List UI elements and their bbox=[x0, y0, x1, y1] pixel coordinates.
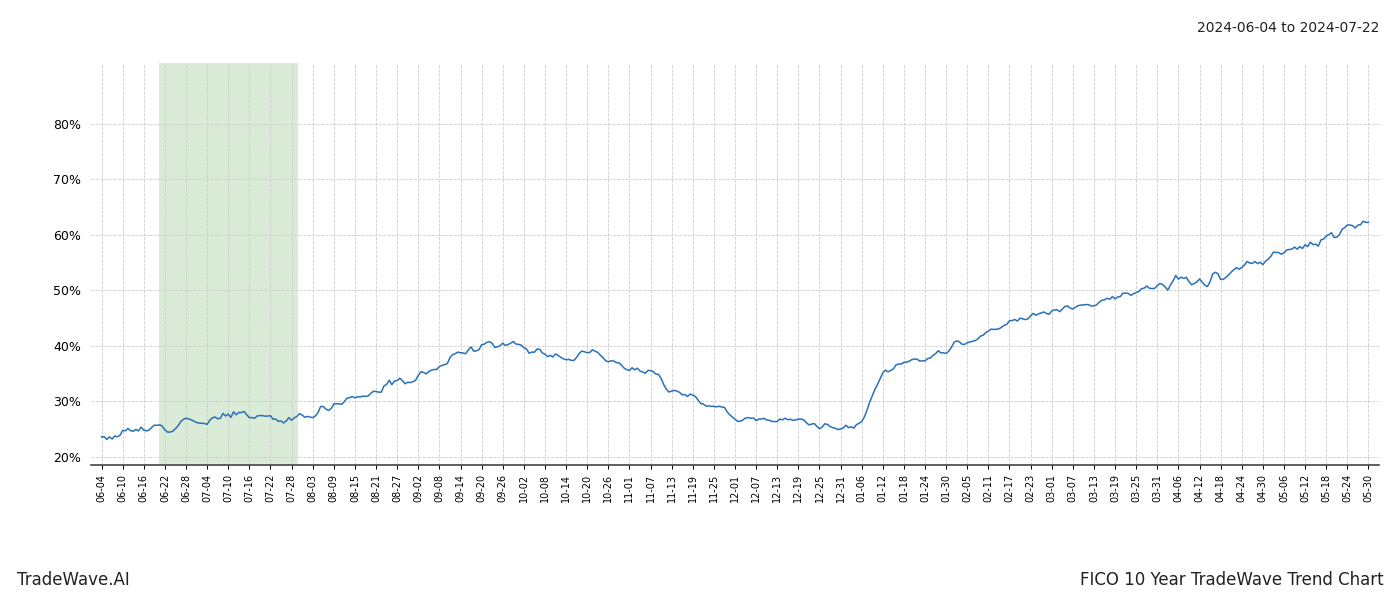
Text: 2024-06-04 to 2024-07-22: 2024-06-04 to 2024-07-22 bbox=[1197, 21, 1379, 35]
Bar bbox=[158, 63, 298, 465]
Text: TradeWave.AI: TradeWave.AI bbox=[17, 571, 130, 589]
Text: FICO 10 Year TradeWave Trend Chart: FICO 10 Year TradeWave Trend Chart bbox=[1079, 571, 1383, 589]
